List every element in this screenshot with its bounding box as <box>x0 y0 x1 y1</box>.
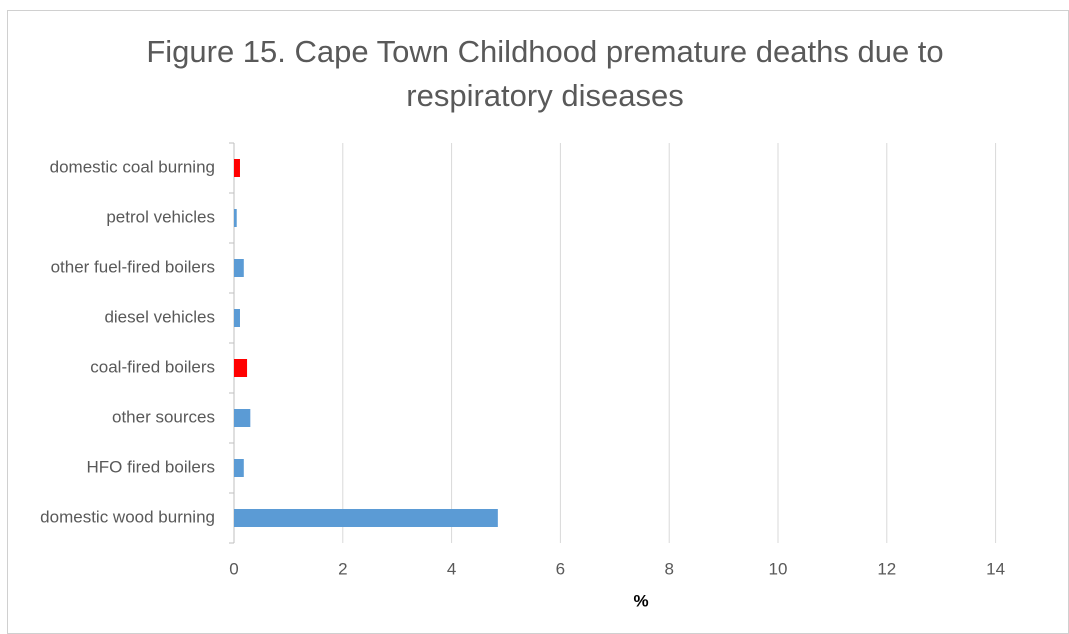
x-tick-label: 4 <box>447 559 456 578</box>
y-tick-label: petrol vehicles <box>106 207 215 226</box>
x-tick-label: 10 <box>769 559 788 578</box>
chart-title: Figure 15. Cape Town Childhood premature… <box>146 34 944 113</box>
bar <box>234 409 251 427</box>
y-tick-label: diesel vehicles <box>104 307 215 326</box>
y-tick-label: coal-fired boilers <box>90 357 215 376</box>
y-tick-label: domestic wood burning <box>40 507 215 526</box>
x-tick-label: 0 <box>229 559 238 578</box>
x-tick-label: 6 <box>556 559 565 578</box>
y-tick-label: HFO fired boilers <box>87 457 215 476</box>
bar <box>234 509 498 527</box>
x-tick-label: 14 <box>986 559 1005 578</box>
bar <box>234 459 244 477</box>
bar <box>234 359 248 377</box>
x-tick-label: 8 <box>664 559 673 578</box>
y-tick-label: other sources <box>112 407 215 426</box>
bar <box>234 209 237 227</box>
x-axis-label: % <box>633 591 648 610</box>
bar <box>234 309 240 327</box>
bar <box>234 159 240 177</box>
y-tick-label: domestic coal burning <box>50 157 215 176</box>
bar <box>234 259 244 277</box>
x-tick-label: 2 <box>338 559 347 578</box>
y-tick-label: other fuel-fired boilers <box>51 257 215 276</box>
x-tick-label: 12 <box>877 559 896 578</box>
